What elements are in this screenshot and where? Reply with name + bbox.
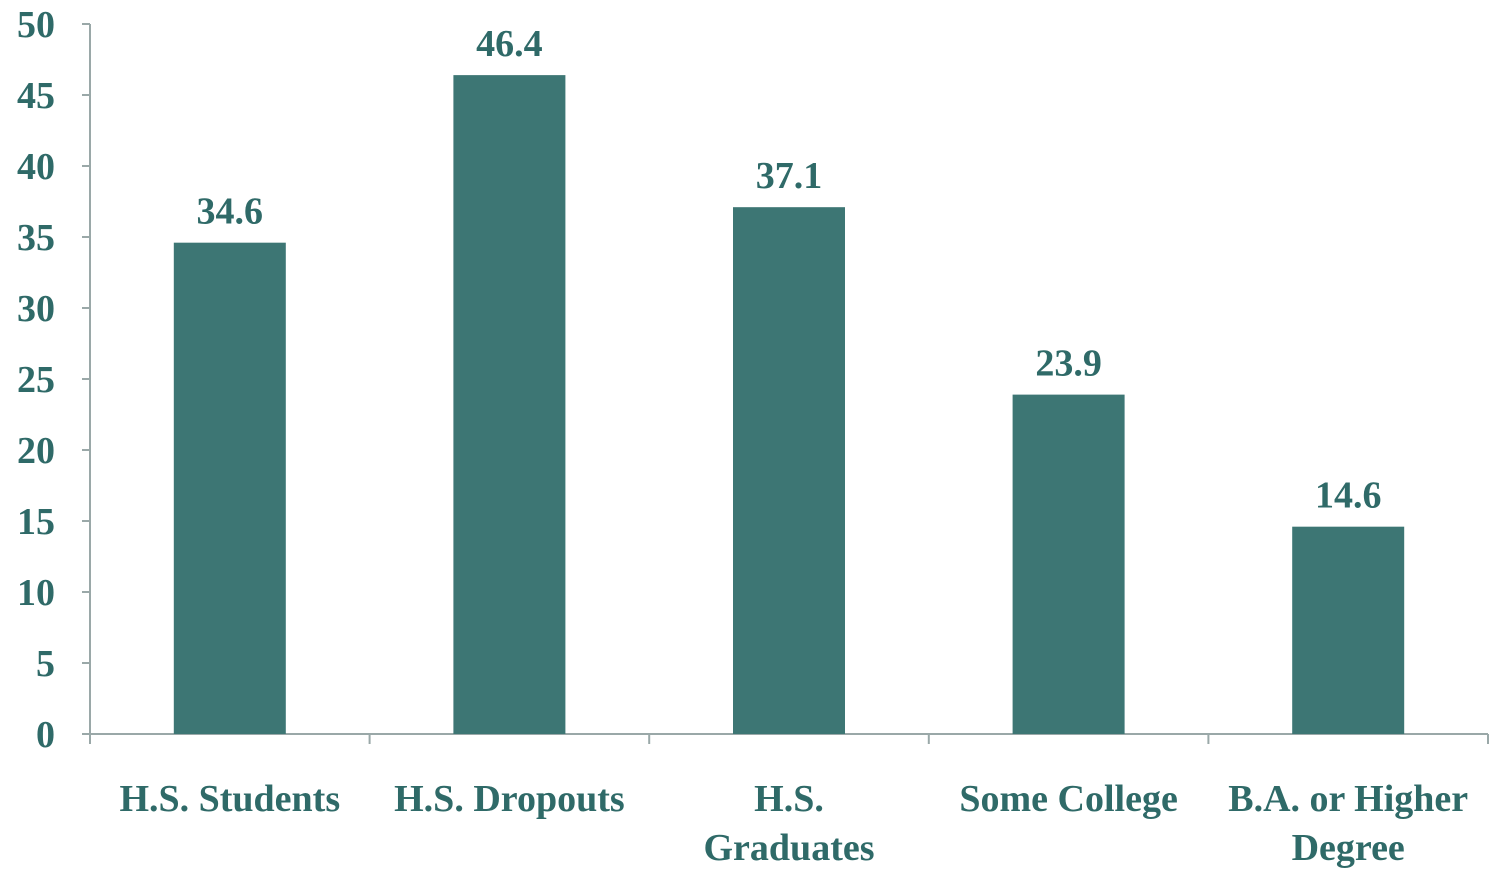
data-labels: 34.6 46.4 37.1 23.9 14.6 <box>197 23 1382 517</box>
y-tick-label: 50 <box>17 4 55 46</box>
y-tick-label: 35 <box>17 217 55 259</box>
category-label: B.A. or Higher <box>1228 778 1468 820</box>
data-label: 37.1 <box>756 155 823 197</box>
bar <box>733 207 845 734</box>
y-tick-label: 25 <box>17 359 55 401</box>
bar <box>1012 394 1125 734</box>
category-label: H.S. <box>754 778 824 820</box>
category-label: Graduates <box>704 827 875 869</box>
y-tick-label: 40 <box>17 146 55 188</box>
y-axis-ticks: 0 5 10 15 20 25 30 35 40 45 50 <box>17 4 90 756</box>
data-label: 46.4 <box>476 23 543 65</box>
category-labels: H.S. Students H.S. Dropouts H.S. Graduates S… <box>119 778 1468 869</box>
bar <box>1292 526 1405 734</box>
y-tick-label: 20 <box>17 430 55 472</box>
category-label: Degree <box>1292 827 1405 869</box>
bar <box>173 242 286 734</box>
data-label: 14.6 <box>1315 475 1382 517</box>
bar <box>453 75 566 735</box>
y-tick-label: 30 <box>17 288 55 330</box>
y-tick-label: 0 <box>36 714 55 756</box>
y-tick-label: 10 <box>17 572 55 614</box>
y-tick-label: 5 <box>36 643 55 685</box>
y-tick-label: 15 <box>17 501 55 543</box>
data-label: 23.9 <box>1035 343 1102 385</box>
y-tick-label: 45 <box>17 75 55 117</box>
bars <box>173 75 1405 735</box>
data-label: 34.6 <box>197 191 264 233</box>
category-label: Some College <box>959 778 1177 820</box>
category-label: H.S. Students <box>119 778 340 820</box>
category-label: H.S. Dropouts <box>394 778 625 820</box>
